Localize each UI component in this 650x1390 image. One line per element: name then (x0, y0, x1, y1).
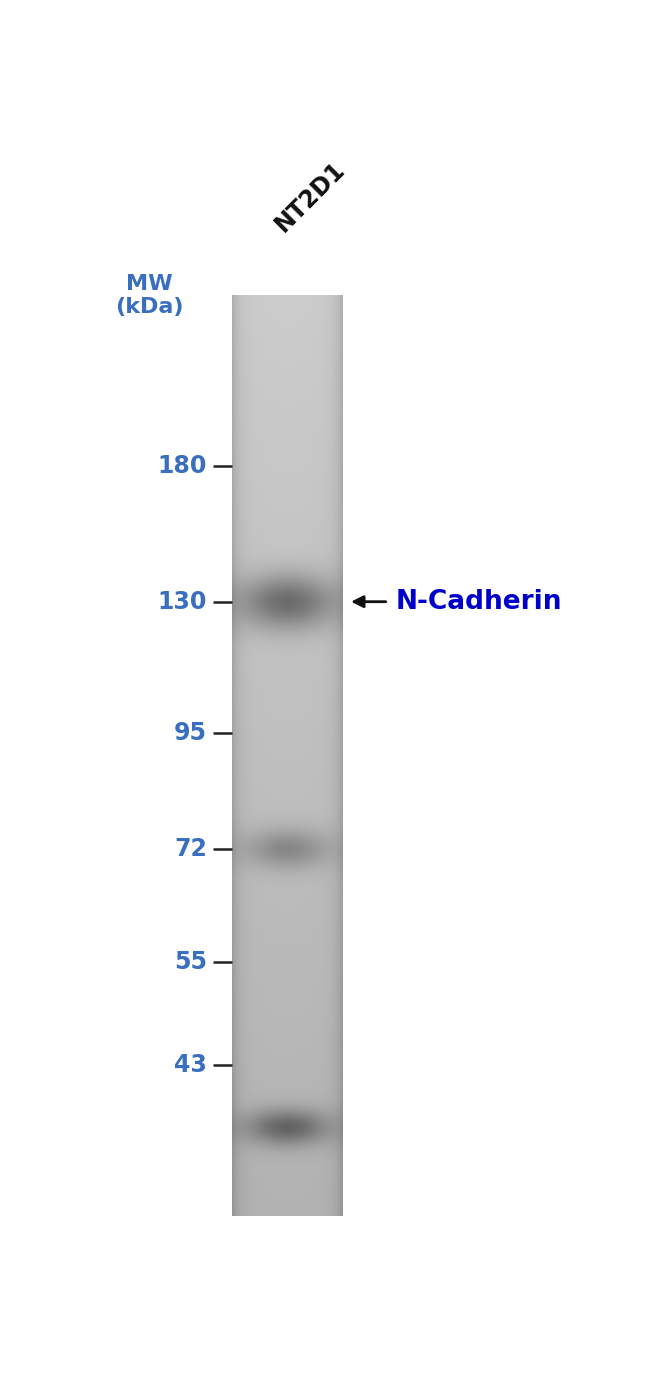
Text: 180: 180 (158, 453, 207, 478)
Text: 95: 95 (174, 721, 207, 745)
Text: N-Cadherin: N-Cadherin (396, 589, 563, 614)
Text: 55: 55 (174, 949, 207, 973)
Text: NT2D1: NT2D1 (271, 157, 350, 236)
Text: 43: 43 (174, 1052, 207, 1077)
Text: 130: 130 (158, 589, 207, 614)
Text: 72: 72 (174, 837, 207, 860)
Text: MW
(kDa): MW (kDa) (115, 274, 183, 317)
